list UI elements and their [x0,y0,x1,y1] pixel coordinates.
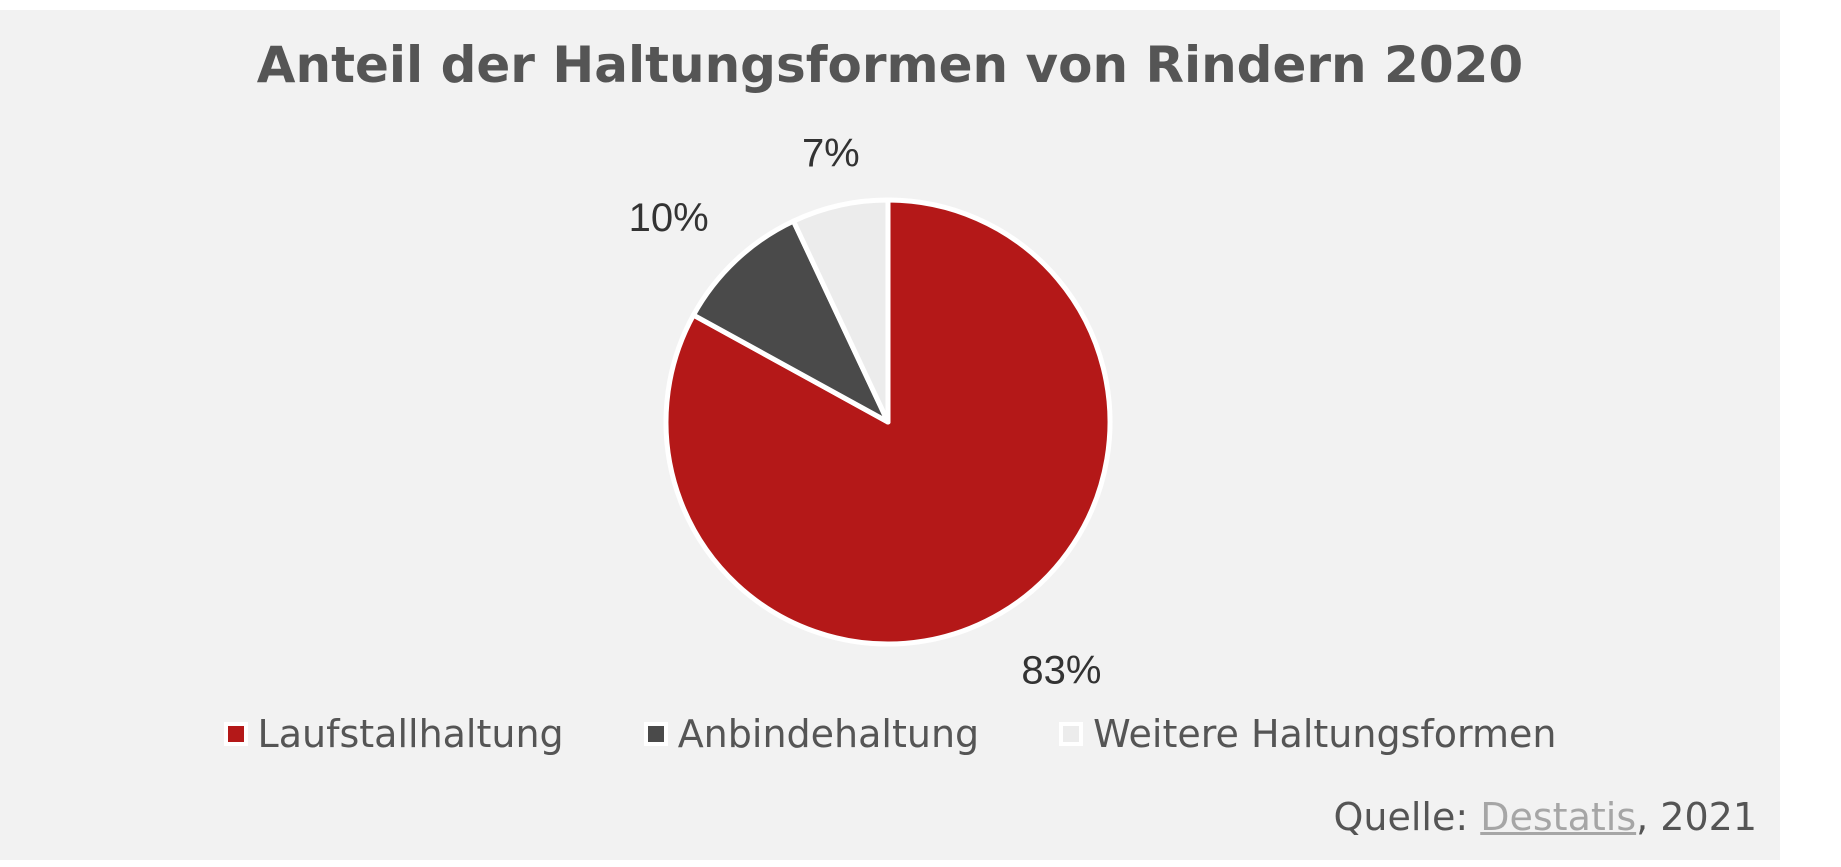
legend-swatch-anbindehaltung [643,722,668,746]
legend-swatch-laufstallhaltung [223,722,248,746]
source-note: Quelle: Destatis, 2021 [1333,795,1757,839]
chart-legend: Laufstallhaltung Anbindehaltung Weitere Ha… [0,712,1780,756]
pie-slice-weitere-haltungsformen [790,197,891,425]
source-suffix: , 2021 [1636,795,1757,839]
source-link-destatis[interactable]: Destatis [1480,795,1637,839]
pie-slice-anbindehaltung [690,218,891,425]
slice-label-weitere-haltungsformen: 7% [802,131,860,175]
chart-title: Anteil der Haltungsformen von Rindern 20… [256,36,1524,94]
legend-item-weitere-haltungsformen: Weitere Haltungsformen [1059,712,1556,756]
legend-label-laufstallhaltung: Laufstallhaltung [257,712,564,756]
legend-label-anbindehaltung: Anbindehaltung [677,712,980,756]
legend-label-weitere-haltungsformen: Weitere Haltungsformen [1093,712,1557,756]
source-prefix: Quelle: [1333,795,1481,839]
pie-slice-laufstallhaltung [663,197,1113,647]
legend-swatch-weitere-haltungsformen [1059,722,1084,746]
slice-label-anbindehaltung: 10% [629,196,709,240]
legend-item-anbindehaltung: Anbindehaltung [643,712,980,756]
legend-item-laufstallhaltung: Laufstallhaltung [223,712,564,756]
slice-label-laufstallhaltung: 83% [1021,649,1101,693]
